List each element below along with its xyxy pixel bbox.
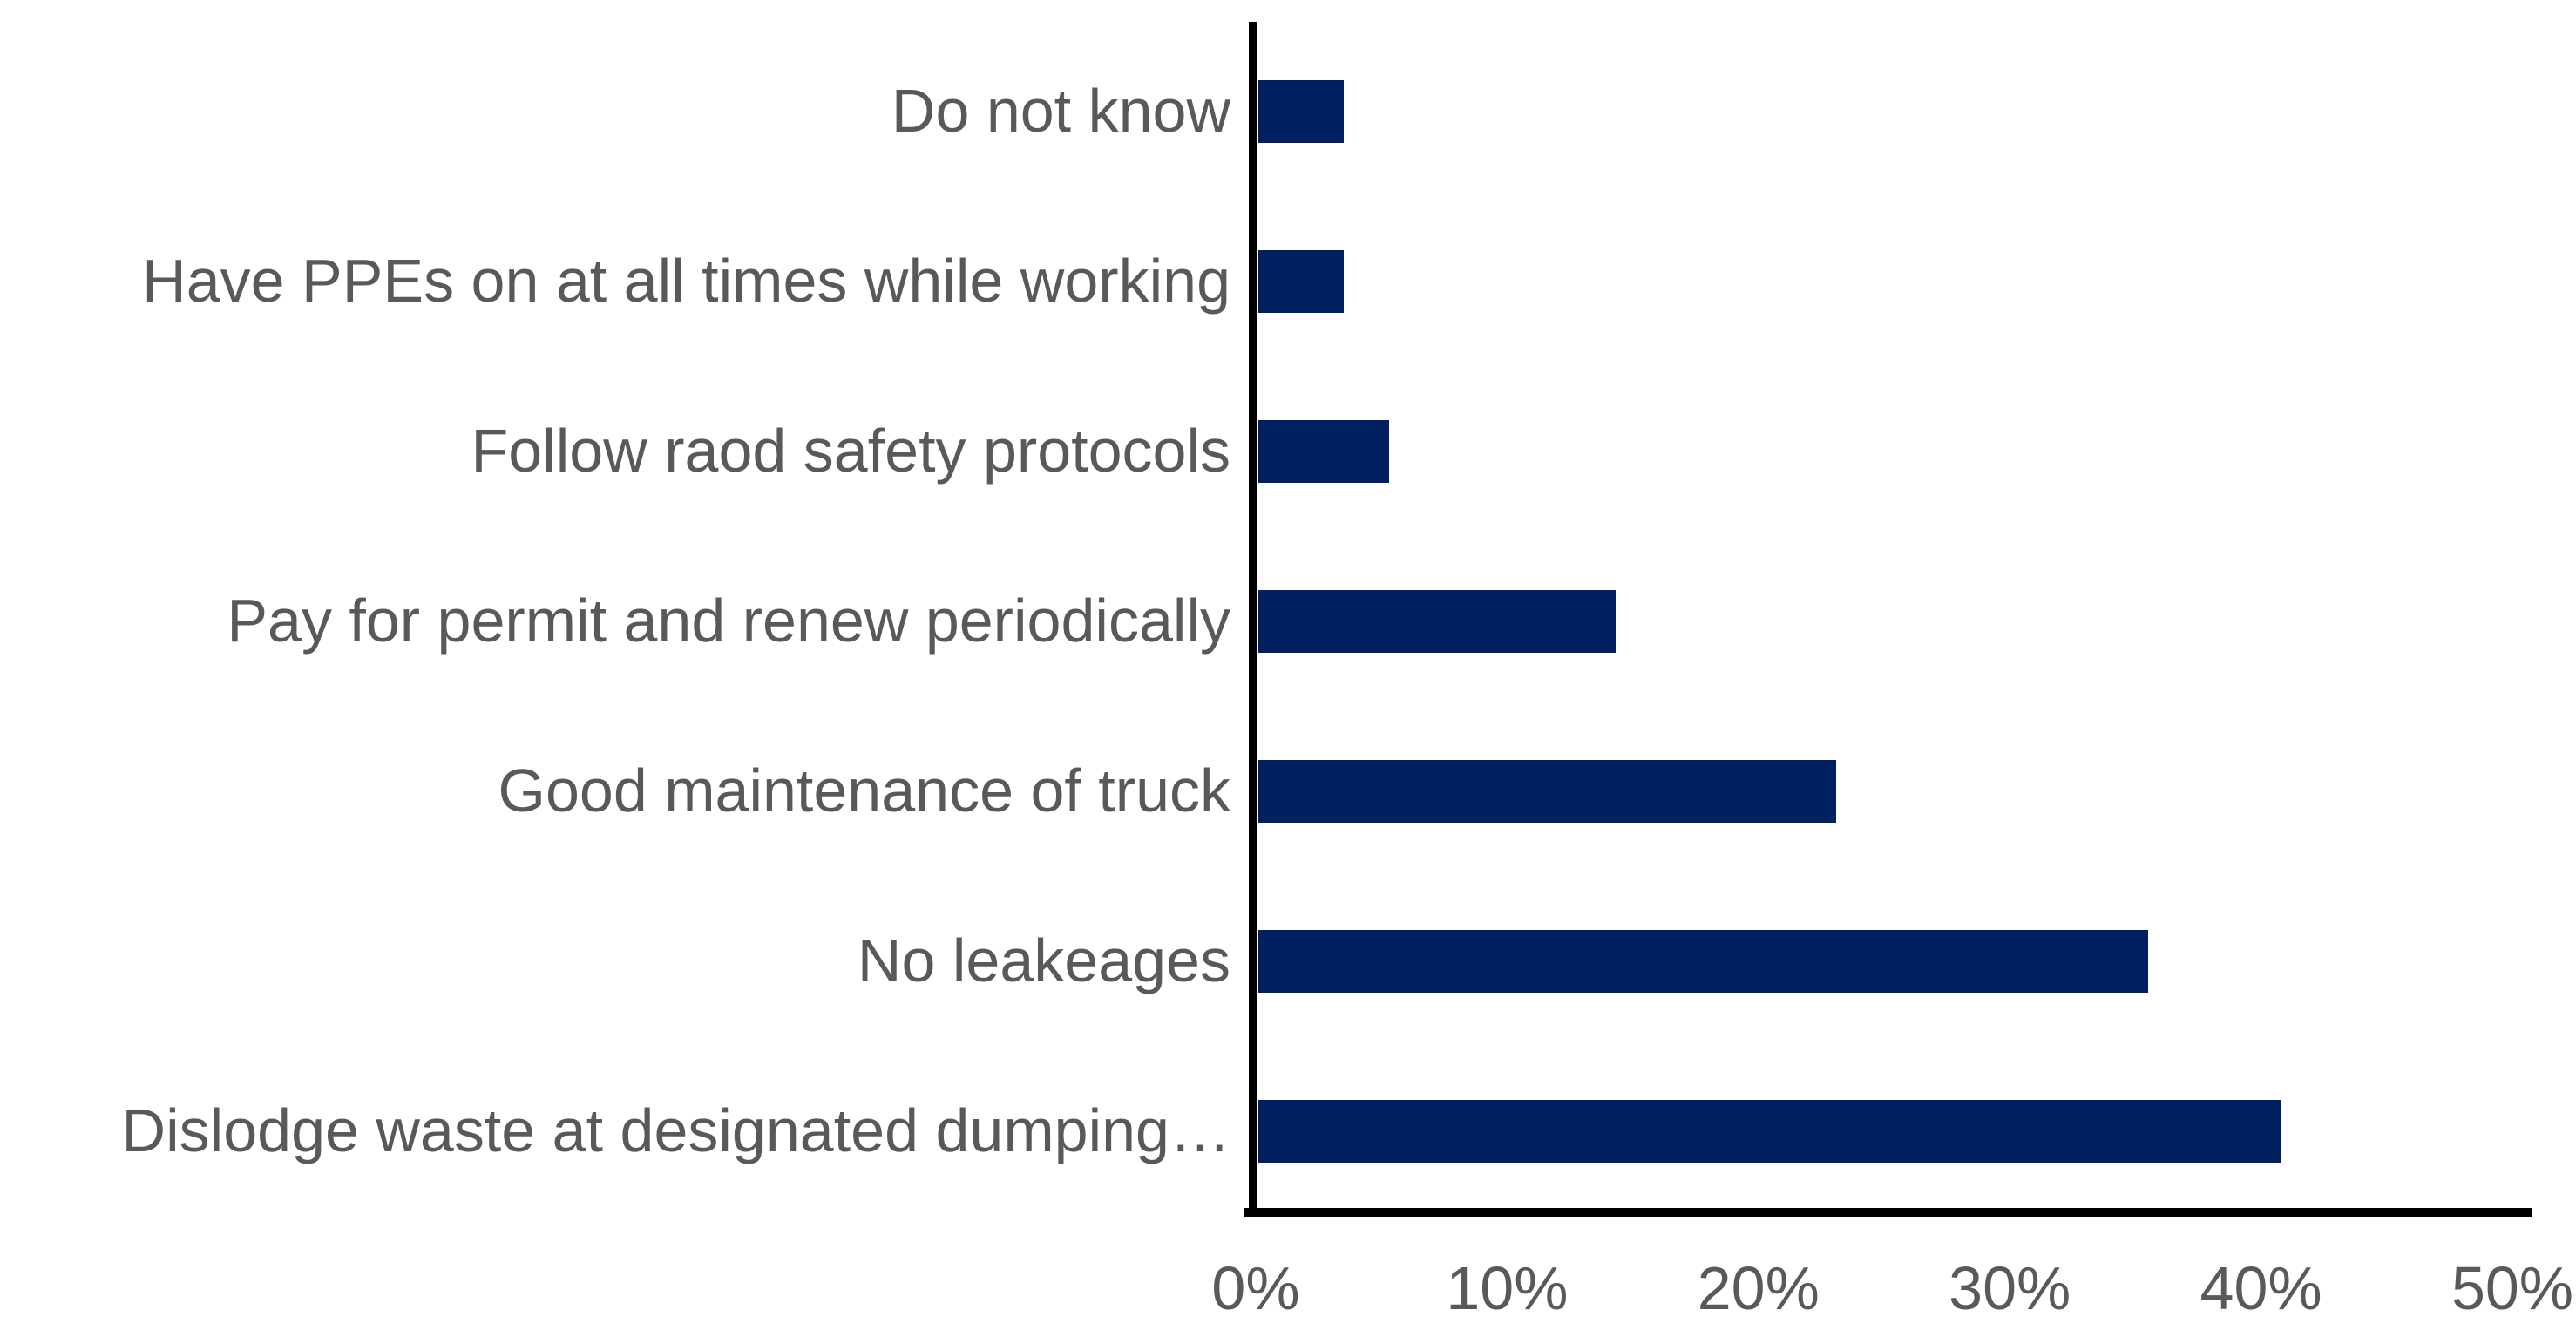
- bar-track: [1258, 26, 2515, 196]
- bar-track: [1258, 1046, 2515, 1216]
- category-label-text: Do not know: [891, 76, 1230, 145]
- x-axis-tick-label: 0%: [1211, 1254, 1300, 1322]
- x-axis-tick-label: 40%: [2200, 1254, 2322, 1322]
- x-axis-tick-label: 50%: [2451, 1254, 2574, 1322]
- x-axis-tick-label: 20%: [1697, 1254, 1820, 1322]
- x-axis-ticks: 0% 10% 20% 30% 40% 50%: [1211, 1254, 2573, 1334]
- category-label-text: No leakeages: [857, 926, 1230, 994]
- category-label: Have PPEs on at all times while working: [0, 196, 1230, 366]
- category-label: Follow raod safety protocols: [0, 366, 1230, 536]
- y-axis-line: [1249, 22, 1257, 1216]
- chart-row: Have PPEs on at all times while working: [0, 196, 2576, 366]
- category-label: No leakeages: [0, 876, 1230, 1046]
- bar: [1258, 419, 1389, 483]
- chart-rows: Do not know Have PPEs on at all times wh…: [0, 26, 2576, 1216]
- x-axis-tick-label: 30%: [1949, 1254, 2071, 1322]
- bar-track: [1258, 706, 2515, 876]
- category-label-text: Follow raod safety protocols: [471, 416, 1230, 485]
- chart-row: Dislodge waste at designated dumping…: [0, 1046, 2576, 1216]
- category-label-text: Dislodge waste at designated dumping…: [121, 1096, 1230, 1164]
- category-label: Good maintenance of truck: [0, 706, 1230, 876]
- category-label-text: Good maintenance of truck: [498, 756, 1230, 825]
- category-label: Pay for permit and renew periodically: [0, 536, 1230, 706]
- chart-row: Good maintenance of truck: [0, 706, 2576, 876]
- bar: [1258, 249, 1345, 313]
- bar-track: [1258, 366, 2515, 536]
- chart-row: Pay for permit and renew periodically: [0, 536, 2576, 706]
- x-axis-tick-label: 10%: [1446, 1254, 1569, 1322]
- bar-track: [1258, 196, 2515, 366]
- bar: [1258, 1099, 2281, 1163]
- category-label-text: Have PPEs on at all times while working: [142, 246, 1230, 315]
- chart-row: No leakeages: [0, 876, 2576, 1046]
- category-label: Do not know: [0, 26, 1230, 196]
- bar: [1258, 759, 1837, 823]
- bar: [1258, 79, 1345, 143]
- chart-row: Follow raod safety protocols: [0, 366, 2576, 536]
- x-axis-line: [1244, 1208, 2532, 1217]
- bar: [1258, 589, 1616, 653]
- bar-track: [1258, 876, 2515, 1046]
- bar-track: [1258, 536, 2515, 706]
- category-label-text: Pay for permit and renew periodically: [227, 586, 1230, 655]
- category-label: Dislodge waste at designated dumping…: [0, 1046, 1230, 1216]
- bar: [1258, 929, 2148, 993]
- chart-row: Do not know: [0, 26, 2576, 196]
